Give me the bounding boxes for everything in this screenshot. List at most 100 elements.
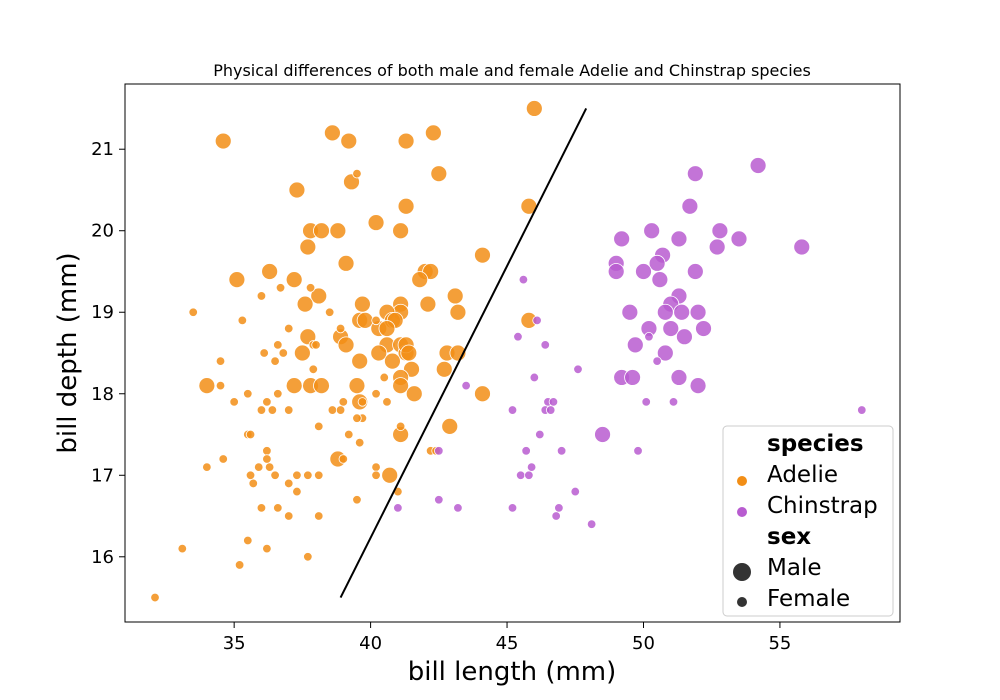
- point-chinstrap-female: [857, 405, 867, 415]
- point-adelie-male: [313, 222, 330, 240]
- point-adelie-male: [337, 254, 355, 272]
- legend-species-title: species: [767, 431, 864, 457]
- point-chinstrap-male: [613, 230, 631, 248]
- x-tick-label: 55: [768, 633, 791, 654]
- legend-chinstrap-label: Chinstrap: [767, 493, 878, 519]
- legend-male-marker: [733, 563, 751, 581]
- point-chinstrap-male: [695, 320, 712, 337]
- point-chinstrap-female: [641, 397, 651, 407]
- legend-adelie-marker: [737, 476, 747, 486]
- chart-title: Physical differences of both male and fe…: [213, 61, 811, 80]
- y-tick-label: 20: [91, 221, 114, 242]
- point-chinstrap-female: [532, 315, 542, 326]
- y-tick-label: 18: [91, 384, 114, 405]
- point-chinstrap-male: [681, 197, 699, 215]
- point-adelie-female: [382, 397, 392, 407]
- point-adelie-female: [314, 421, 324, 432]
- point-chinstrap-male: [711, 222, 729, 240]
- point-chinstrap-female: [554, 503, 564, 513]
- point-chinstrap-male: [648, 254, 666, 272]
- point-adelie-female: [264, 462, 275, 472]
- point-adelie-male: [411, 271, 429, 289]
- point-adelie-female: [262, 446, 272, 456]
- point-adelie-female: [237, 315, 248, 326]
- point-adelie-male: [214, 132, 232, 150]
- x-tick-label: 40: [359, 633, 382, 654]
- point-adelie-female: [259, 348, 269, 358]
- point-adelie-male: [288, 181, 306, 199]
- point-adelie-male: [392, 222, 410, 240]
- axis-ticks: 35 40 45 50 55 16 17 18 19 20 21: [91, 139, 791, 654]
- point-chinstrap-female: [453, 503, 463, 513]
- x-tick-label: 45: [496, 633, 519, 654]
- point-chinstrap-female: [652, 356, 662, 366]
- legend-box: [722, 425, 894, 617]
- point-adelie-female: [270, 356, 280, 366]
- point-adelie-male: [381, 466, 399, 484]
- point-adelie-female: [357, 397, 368, 407]
- point-adelie-female: [324, 307, 335, 317]
- point-adelie-male: [354, 295, 371, 313]
- point-adelie-female: [352, 413, 362, 423]
- point-chinstrap-male: [607, 263, 625, 280]
- point-chinstrap-female: [644, 331, 654, 342]
- point-chinstrap-male: [686, 165, 704, 183]
- point-adelie-female: [256, 405, 267, 415]
- point-adelie-female: [229, 397, 239, 407]
- point-adelie-male: [198, 377, 216, 395]
- point-chinstrap-female: [540, 340, 550, 350]
- point-adelie-female: [234, 560, 245, 570]
- point-adelie-female: [371, 389, 381, 399]
- point-chinstrap-female: [586, 519, 597, 529]
- point-adelie-male: [356, 311, 374, 329]
- point-chinstrap-female: [461, 380, 471, 391]
- point-adelie-male: [441, 417, 459, 435]
- point-chinstrap-female: [633, 446, 643, 456]
- point-adelie-female: [215, 356, 226, 366]
- point-adelie-male: [313, 377, 330, 395]
- point-adelie-male: [299, 238, 317, 256]
- point-adelie-female: [371, 315, 381, 326]
- point-adelie-female: [303, 470, 313, 480]
- point-adelie-female: [335, 323, 346, 334]
- point-adelie-female: [218, 454, 228, 464]
- point-adelie-female: [273, 340, 283, 350]
- point-chinstrap-female: [529, 372, 540, 383]
- point-adelie-female: [352, 168, 362, 179]
- point-adelie-male: [348, 377, 366, 395]
- point-chinstrap-male: [749, 157, 767, 174]
- point-adelie-male: [424, 124, 442, 142]
- point-adelie-female: [188, 307, 198, 317]
- point-chinstrap-female: [507, 405, 518, 415]
- point-chinstrap-female: [518, 274, 529, 285]
- point-adelie-female: [327, 405, 338, 415]
- point-adelie-female: [248, 478, 258, 489]
- y-tick-label: 21: [91, 139, 114, 160]
- point-adelie-female: [314, 470, 324, 480]
- point-chinstrap-male: [621, 303, 639, 321]
- point-chinstrap-male: [635, 263, 652, 280]
- point-chinstrap-male: [594, 426, 611, 443]
- point-adelie-male: [392, 377, 410, 395]
- point-adelie-female: [284, 478, 294, 489]
- point-adelie-male: [285, 271, 303, 289]
- point-adelie-male: [419, 295, 437, 313]
- point-adelie-female: [344, 429, 354, 440]
- point-adelie-female: [335, 405, 346, 415]
- point-adelie-male: [310, 287, 328, 305]
- point-adelie-female: [371, 462, 381, 472]
- x-axis-label: bill length (mm): [408, 657, 617, 687]
- point-adelie-female: [278, 348, 288, 358]
- point-adelie-male: [400, 344, 418, 362]
- point-chinstrap-female: [535, 429, 545, 440]
- point-adelie-female: [243, 535, 253, 546]
- point-adelie-female: [379, 372, 389, 383]
- point-chinstrap-female: [515, 470, 526, 480]
- point-adelie-female: [267, 405, 278, 415]
- divider-line: [339, 108, 588, 598]
- point-chinstrap-female: [551, 511, 561, 521]
- point-adelie-female: [284, 405, 294, 415]
- point-adelie-male: [446, 287, 464, 305]
- point-adelie-male: [285, 377, 303, 395]
- point-chinstrap-male: [662, 320, 680, 337]
